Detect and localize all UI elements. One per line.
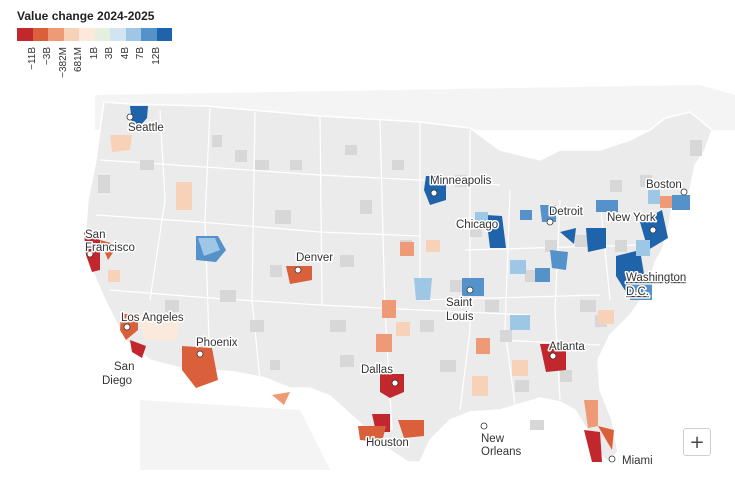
city-dot-icon (549, 352, 557, 360)
city-dot-icon (196, 350, 204, 358)
city-dot-icon (546, 218, 554, 226)
city-dot-icon (680, 188, 688, 196)
city-dot-icon (608, 455, 616, 463)
city-label-st-louis: Saint (446, 297, 473, 309)
legend-swatch (125, 28, 141, 41)
city-label-phoenix: Phoenix (196, 337, 238, 349)
city-dot-icon (123, 323, 131, 331)
city-label-st-louis: Louis (446, 311, 474, 323)
city-label-seattle: Seattle (128, 122, 164, 134)
city-labels: Seattle San Francisco Los Angeles San Di… (84, 121, 688, 469)
legend-swatch (32, 28, 48, 41)
legend-swatch (17, 28, 33, 41)
city-dot-icon (466, 286, 474, 294)
city-dot-icon (294, 266, 302, 274)
plus-icon: + (689, 431, 705, 453)
city-label-san-francisco: Francisco (85, 242, 135, 254)
metro-gain-regions (130, 106, 690, 330)
city-label-san-francisco: San (85, 229, 105, 241)
city-dot-icon (626, 271, 634, 279)
city-label-new-orleans: Orleans (481, 446, 522, 458)
city-label-new-york: New York (607, 212, 656, 224)
legend-swatch (79, 28, 95, 41)
city-label-dallas: Dallas (361, 364, 393, 376)
mexico-land (140, 400, 330, 470)
city-label-houston: Houston (366, 437, 409, 449)
city-label-washington: Washington (626, 272, 686, 284)
legend-swatch (110, 28, 126, 41)
city-label-boston: Boston (646, 179, 682, 191)
city-dot-icon (86, 250, 94, 258)
legend-swatch (156, 28, 172, 41)
city-label-san-diego: San (114, 361, 134, 373)
no-data-regions (98, 135, 702, 430)
city-label-atlanta: Atlanta (549, 341, 585, 353)
metro-loss-regions (84, 135, 672, 462)
city-label-miami: Miami (622, 455, 653, 467)
city-label-washington: D.C. (626, 286, 649, 298)
legend-title: Value change 2024-2025 (17, 9, 155, 23)
city-label-los-angeles: Los Angeles (121, 312, 184, 324)
city-dot-icon (649, 226, 657, 234)
city-label-minneapolis: Minneapolis (430, 175, 492, 187)
city-label-chicago: Chicago (456, 219, 498, 231)
legend: Value change 2024-2025 −11B −3B −382M 681M 1… (17, 9, 172, 93)
city-dot-icon (126, 113, 134, 121)
city-dot-icon (480, 422, 488, 430)
city-label-detroit: Detroit (549, 206, 584, 218)
legend-swatch (63, 28, 79, 41)
city-label-denver: Denver (296, 252, 333, 264)
legend-swatch (141, 28, 157, 41)
legend-swatch (94, 28, 110, 41)
legend-swatch (48, 28, 64, 41)
city-label-new-orleans: New (481, 433, 505, 445)
city-dot-icon (391, 379, 399, 387)
city-label-san-diego: Diego (102, 375, 132, 387)
city-dots (86, 113, 688, 463)
zoom-in-button[interactable]: + (683, 428, 711, 456)
city-dot-icon (430, 189, 438, 197)
legend-swatches (17, 28, 172, 41)
